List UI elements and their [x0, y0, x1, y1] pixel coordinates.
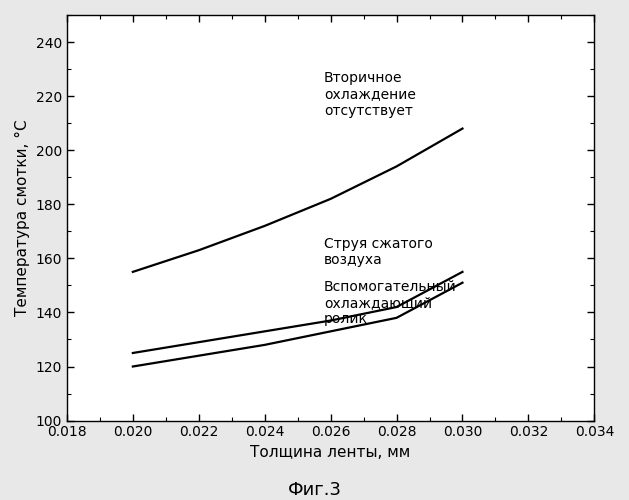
Text: Вторичное
охлаждение
отсутствует: Вторичное охлаждение отсутствует — [324, 72, 416, 118]
Text: Струя сжатого
воздуха: Струя сжатого воздуха — [324, 236, 433, 267]
Text: Вспомогательный
охлаждающий
ролик: Вспомогательный охлаждающий ролик — [324, 280, 457, 326]
Text: Фиг.3: Фиг.3 — [287, 481, 342, 499]
Y-axis label: Температура смотки, °С: Температура смотки, °С — [15, 120, 30, 316]
X-axis label: Толщина ленты, мм: Толщина ленты, мм — [250, 445, 411, 460]
